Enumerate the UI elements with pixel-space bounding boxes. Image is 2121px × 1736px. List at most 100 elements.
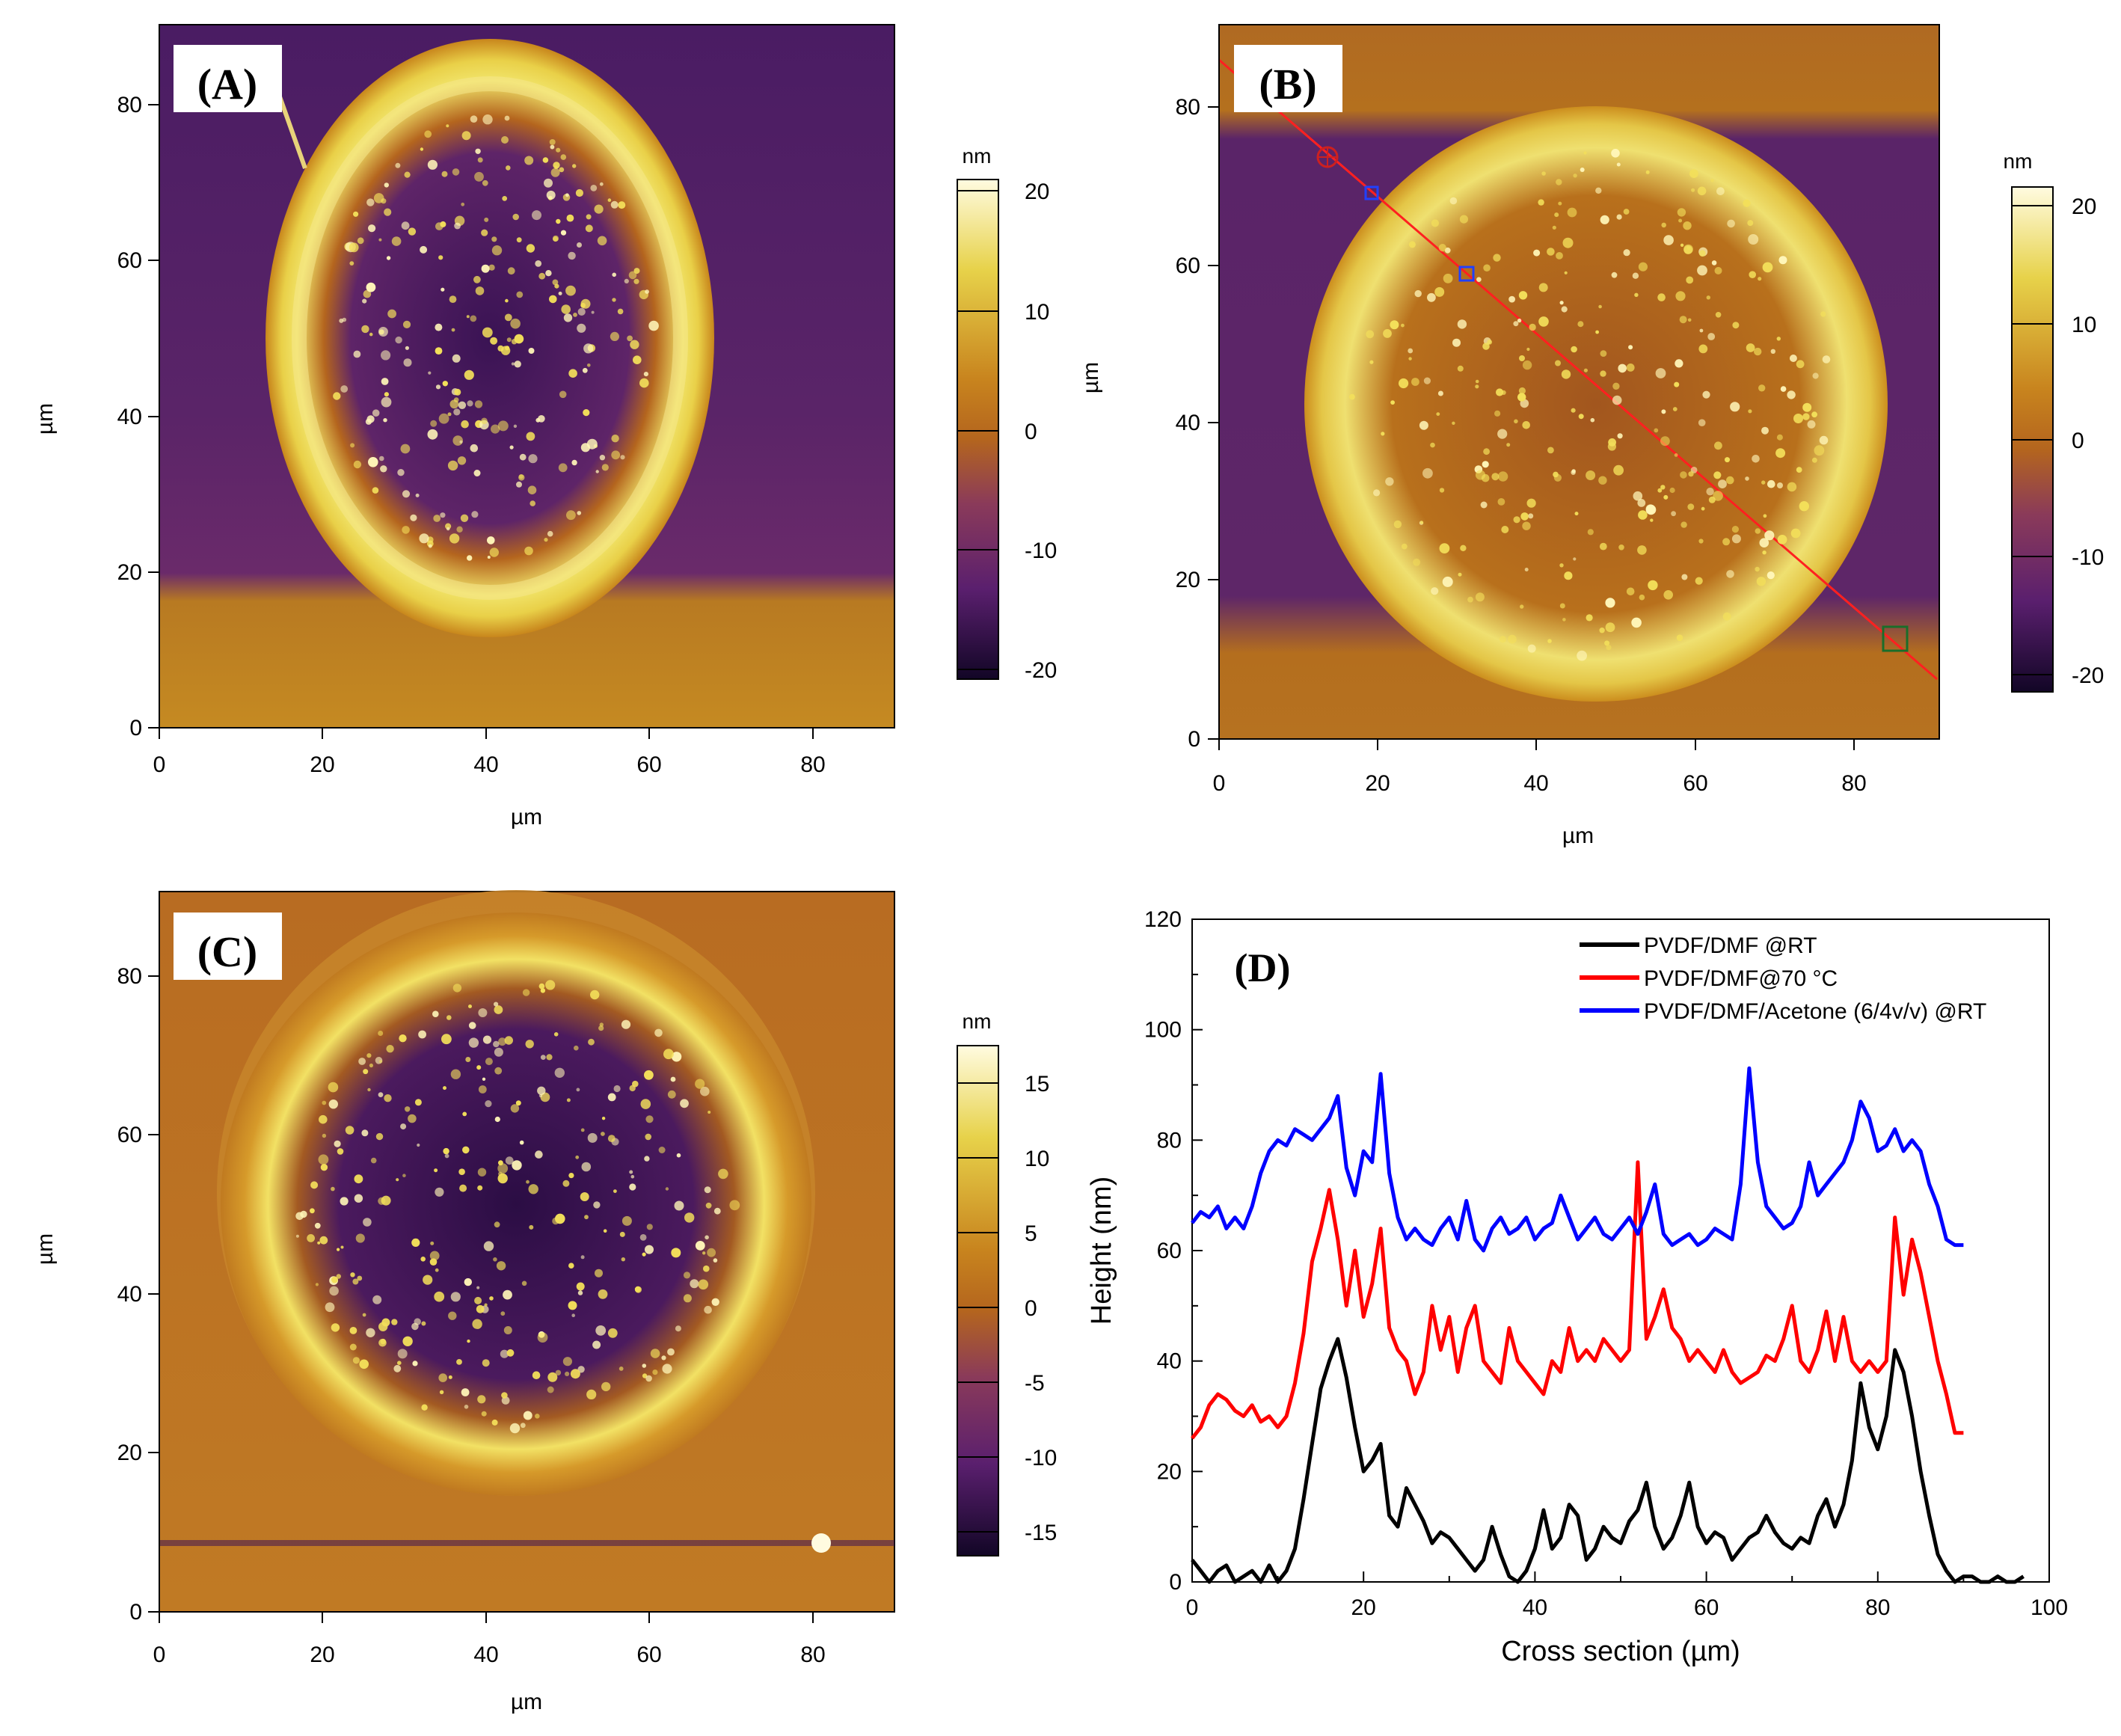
surface-feature xyxy=(1508,295,1515,303)
surface-feature xyxy=(404,171,411,178)
surface-feature xyxy=(1583,151,1587,155)
surface-feature xyxy=(554,1067,565,1079)
surface-feature xyxy=(1413,558,1421,566)
x-tick-label: 20 xyxy=(1365,771,1390,796)
surface-feature xyxy=(478,1008,488,1017)
surface-feature xyxy=(698,1279,709,1290)
surface-feature xyxy=(357,1275,363,1281)
surface-feature xyxy=(1571,408,1576,413)
surface-feature xyxy=(545,980,556,990)
surface-feature xyxy=(1612,395,1622,405)
surface-feature xyxy=(505,1156,514,1165)
surface-feature xyxy=(595,1325,607,1336)
surface-feature xyxy=(498,1037,506,1046)
surface-feature xyxy=(345,1126,354,1135)
surface-feature xyxy=(535,1150,543,1159)
surface-feature xyxy=(1449,197,1458,205)
surface-feature xyxy=(1746,343,1755,352)
surface-feature xyxy=(384,208,392,216)
surface-feature xyxy=(501,136,509,144)
colorbar-tick: 0 xyxy=(1025,420,1037,444)
surface-feature xyxy=(705,1235,709,1240)
surface-feature xyxy=(695,1241,705,1251)
surface-feature xyxy=(1408,357,1412,361)
surface-feature xyxy=(1799,501,1809,512)
surface-feature xyxy=(565,193,569,197)
surface-feature xyxy=(1770,349,1775,354)
surface-feature xyxy=(1517,393,1526,402)
surface-feature xyxy=(1366,330,1375,339)
surface-feature xyxy=(427,159,438,170)
surface-feature xyxy=(1533,249,1541,257)
y-tick-label: 60 xyxy=(117,1123,142,1147)
surface-feature xyxy=(458,1168,465,1175)
cross-section-line xyxy=(1218,58,1938,681)
surface-feature xyxy=(1749,271,1756,279)
surface-feature xyxy=(601,1381,611,1392)
surface-feature xyxy=(485,1058,493,1066)
surface-feature xyxy=(503,1326,512,1334)
series-line-2 xyxy=(1191,1066,1964,1253)
surface-feature xyxy=(357,237,364,245)
surface-feature xyxy=(468,1005,472,1008)
surface-feature xyxy=(1755,566,1760,572)
surface-feature xyxy=(530,500,535,506)
surface-feature xyxy=(401,221,410,230)
surface-feature xyxy=(648,320,659,331)
colorbar-unit-a: nm xyxy=(963,144,992,168)
surface-feature xyxy=(432,1010,439,1017)
surface-feature xyxy=(509,1423,521,1434)
surface-feature xyxy=(419,533,429,544)
surface-feature xyxy=(1745,476,1749,481)
surface-feature xyxy=(1675,291,1686,301)
surface-feature xyxy=(491,245,503,256)
surface-feature xyxy=(509,445,514,450)
surface-feature xyxy=(1559,301,1564,305)
speckle-c xyxy=(295,980,740,1434)
surface-feature xyxy=(366,1053,372,1058)
surface-feature xyxy=(1699,328,1704,333)
colorbar-tick: 10 xyxy=(1025,1147,1049,1171)
surface-feature xyxy=(1497,471,1508,482)
surface-feature xyxy=(319,1236,328,1245)
surface-feature xyxy=(381,198,387,204)
surface-feature xyxy=(1661,409,1666,414)
surface-feature xyxy=(1475,470,1486,480)
surface-feature xyxy=(1401,323,1405,328)
line-chart-d: (D) 0 20 40 60 80 100 0 20 40 60 80 100 120 Cross s… xyxy=(1086,907,2068,1667)
surface-feature xyxy=(1678,218,1683,223)
surface-feature xyxy=(506,165,511,171)
surface-feature xyxy=(642,1364,647,1368)
surface-feature xyxy=(1528,513,1534,519)
x-tick-label: 20 xyxy=(1351,1595,1376,1620)
surface-feature xyxy=(1612,382,1620,390)
surface-feature xyxy=(318,1154,329,1165)
speckle-a xyxy=(333,114,659,561)
surface-feature xyxy=(505,298,509,303)
surface-feature xyxy=(624,278,629,283)
surface-feature xyxy=(671,1052,682,1062)
y-tick-label: 80 xyxy=(117,93,142,117)
surface-feature xyxy=(621,1019,631,1029)
surface-feature xyxy=(1688,471,1694,477)
surface-feature xyxy=(562,1180,570,1187)
surface-feature xyxy=(1758,384,1766,392)
surface-feature xyxy=(524,546,533,556)
surface-feature xyxy=(1697,186,1707,196)
surface-feature xyxy=(621,1257,625,1262)
surface-feature xyxy=(540,1092,550,1102)
surface-feature xyxy=(408,1114,417,1123)
surface-feature xyxy=(1522,360,1532,370)
colorbar-tick: 5 xyxy=(1025,1221,1037,1246)
colorbar-tick: -20 xyxy=(2072,663,2104,688)
surface-feature xyxy=(482,1359,490,1367)
surface-feature xyxy=(1491,473,1500,481)
surface-feature xyxy=(478,1085,487,1094)
surface-feature xyxy=(537,1332,548,1343)
surface-feature xyxy=(1718,479,1727,488)
surface-feature xyxy=(586,438,598,450)
surface-feature xyxy=(474,1296,482,1304)
surface-feature xyxy=(611,435,619,443)
x-ticks-a: 0 20 40 60 80 xyxy=(153,728,826,777)
